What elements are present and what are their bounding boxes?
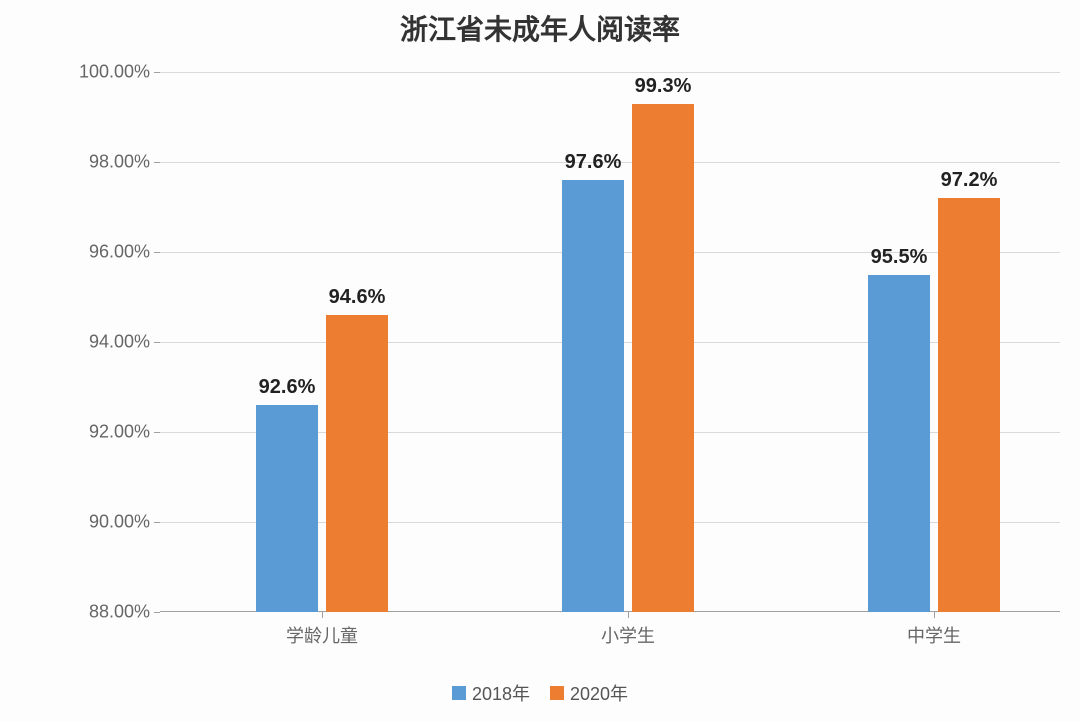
y-tick-mark <box>154 252 160 253</box>
y-tick-label: 100.00% <box>79 62 150 83</box>
y-tick-mark <box>154 522 160 523</box>
y-tick-mark <box>154 162 160 163</box>
y-tick-label: 94.00% <box>89 332 150 353</box>
y-tick-mark <box>154 432 160 433</box>
y-tick-label: 96.00% <box>89 242 150 263</box>
legend-swatch <box>452 686 466 700</box>
x-tick-label: 小学生 <box>601 622 655 648</box>
bar: 97.6% <box>562 180 624 612</box>
bar: 95.5% <box>868 275 930 613</box>
bar: 99.3% <box>632 104 694 613</box>
bar: 94.6% <box>326 315 388 612</box>
y-tick-label: 92.00% <box>89 422 150 443</box>
y-tick-label: 98.00% <box>89 152 150 173</box>
bar-value-label: 97.2% <box>941 169 998 192</box>
bar-value-label: 97.6% <box>565 151 622 174</box>
legend-swatch <box>550 686 564 700</box>
bar-value-label: 95.5% <box>871 246 928 269</box>
bar: 92.6% <box>256 405 318 612</box>
y-tick-label: 90.00% <box>89 512 150 533</box>
legend-item: 2018年 <box>452 680 530 706</box>
bar-value-label: 92.6% <box>259 376 316 399</box>
chart-title: 浙江省未成年人阅读率 <box>0 8 1080 48</box>
legend-item: 2020年 <box>550 680 628 706</box>
chart-container: 浙江省未成年人阅读率 88.00%90.00%92.00%94.00%96.00… <box>0 0 1080 722</box>
gridline <box>160 72 1060 73</box>
y-tick-mark <box>154 612 160 613</box>
y-tick-label: 88.00% <box>89 602 150 623</box>
x-tick-mark <box>934 612 935 618</box>
x-tick-label: 中学生 <box>907 622 961 648</box>
legend-label: 2020年 <box>570 680 628 706</box>
bar: 97.2% <box>938 198 1000 612</box>
x-tick-mark <box>322 612 323 618</box>
y-tick-mark <box>154 342 160 343</box>
x-tick-label: 学龄儿童 <box>286 622 358 648</box>
y-tick-mark <box>154 72 160 73</box>
bar-value-label: 94.6% <box>329 286 386 309</box>
x-tick-mark <box>628 612 629 618</box>
plot-area: 88.00%90.00%92.00%94.00%96.00%98.00%100.… <box>160 72 1060 612</box>
bar-value-label: 99.3% <box>635 75 692 98</box>
legend: 2018年 2020年 <box>0 680 1080 706</box>
legend-label: 2018年 <box>472 680 530 706</box>
